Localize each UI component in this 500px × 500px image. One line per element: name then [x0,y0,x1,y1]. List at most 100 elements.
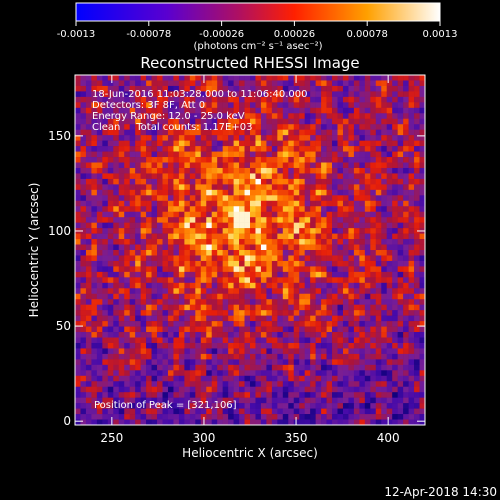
heatmap-cell [85,184,92,191]
heatmap-cell [217,211,223,218]
heatmap-cell [293,135,300,141]
heatmap-cell [118,348,125,355]
heatmap-cell [348,129,355,136]
heatmap-cell [239,381,245,388]
heatmap-cell [75,299,81,305]
heatmap-cell [370,211,377,218]
heatmap-cell [91,315,98,322]
heatmap-cell [140,157,147,163]
heatmap-cell [184,288,191,295]
heatmap-cell [124,282,130,289]
heatmap-cell [375,260,382,267]
heatmap-cell [239,146,245,152]
heatmap-cell [293,140,300,147]
heatmap-cell [80,151,87,158]
heatmap-cell [195,206,202,213]
heatmap-cell [140,113,147,120]
heatmap-cell [135,271,141,278]
heatmap-cell [217,157,223,163]
heatmap-cell [239,375,245,382]
heatmap-cell [189,332,196,338]
heatmap-cell [113,244,120,251]
heatmap-cell [414,173,420,180]
heatmap-cell [184,228,191,234]
heatmap-cell [118,353,125,360]
heatmap-cell [414,250,420,256]
heatmap-cell [200,271,207,278]
heatmap-cell [282,184,289,191]
heatmap-cell [288,228,295,234]
heatmap-cell [414,321,420,327]
heatmap-cell [173,184,180,191]
heatmap-cell [113,353,120,360]
heatmap-cell [233,271,240,278]
heatmap-cell [282,397,289,404]
heatmap-cell [315,288,322,295]
heatmap-cell [326,107,333,114]
heatmap-cell [85,271,92,278]
heatmap-cell [167,135,174,141]
heatmap-cell [375,359,382,366]
heatmap-cell [348,107,355,114]
heatmap-cell [211,157,218,163]
heatmap-cell [96,118,103,125]
heatmap-cell [222,255,229,262]
heatmap-cell [250,321,256,327]
heatmap-cell [293,250,300,256]
heatmap-cell [162,211,169,218]
heatmap-cell [75,211,81,218]
heatmap-cell [102,260,109,267]
heatmap-cell [326,146,333,152]
heatmap-cell [107,299,114,305]
heatmap-cell [277,151,284,158]
heatmap-cell [403,113,409,120]
heatmap-cell [124,233,130,240]
heatmap-cell [162,124,169,130]
heatmap-cell [266,419,273,426]
heatmap-cell [151,228,158,234]
heatmap-cell [217,228,223,234]
heatmap-cell [85,326,92,333]
heatmap-cell [222,167,229,174]
heatmap-cell [353,299,360,305]
heatmap-cell [211,266,218,273]
heatmap-cell [118,75,125,81]
heatmap-cell [364,271,371,278]
heatmap-cell [364,260,371,267]
heatmap-cell [310,321,316,327]
heatmap-cell [342,364,349,371]
heatmap-cell [173,211,180,218]
heatmap-cell [359,353,366,360]
heatmap-cell [315,96,322,103]
heatmap-cell [178,85,185,92]
heatmap-cell [282,135,289,141]
heatmap-cell [96,271,103,278]
heatmap-cell [392,293,398,300]
heatmap-cell [239,337,245,344]
heatmap-cell [375,239,382,245]
heatmap-cell [414,135,420,141]
heatmap-cell [85,233,92,240]
heatmap-cell [96,140,103,147]
heatmap-cell [167,375,174,382]
heatmap-cell [135,146,141,152]
heatmap-cell [321,277,327,284]
heatmap-cell [381,217,388,223]
heatmap-cell [113,162,120,169]
heatmap-cell [381,118,388,125]
heatmap-cell [386,321,393,327]
heatmap-cell [129,129,136,136]
heatmap-cell [408,403,415,409]
heatmap-cell [299,282,305,289]
heatmap-cell [271,266,278,273]
heatmap-cell [370,146,377,152]
heatmap-cell [233,244,240,251]
heatmap-cell [293,167,300,174]
heatmap-cell [381,304,388,311]
heatmap-cell [419,386,426,393]
heatmap-cell [102,107,109,114]
heatmap-cell [184,129,191,136]
heatmap-cell [206,118,213,125]
heatmap-cell [113,392,120,398]
heatmap-cell [310,195,316,202]
